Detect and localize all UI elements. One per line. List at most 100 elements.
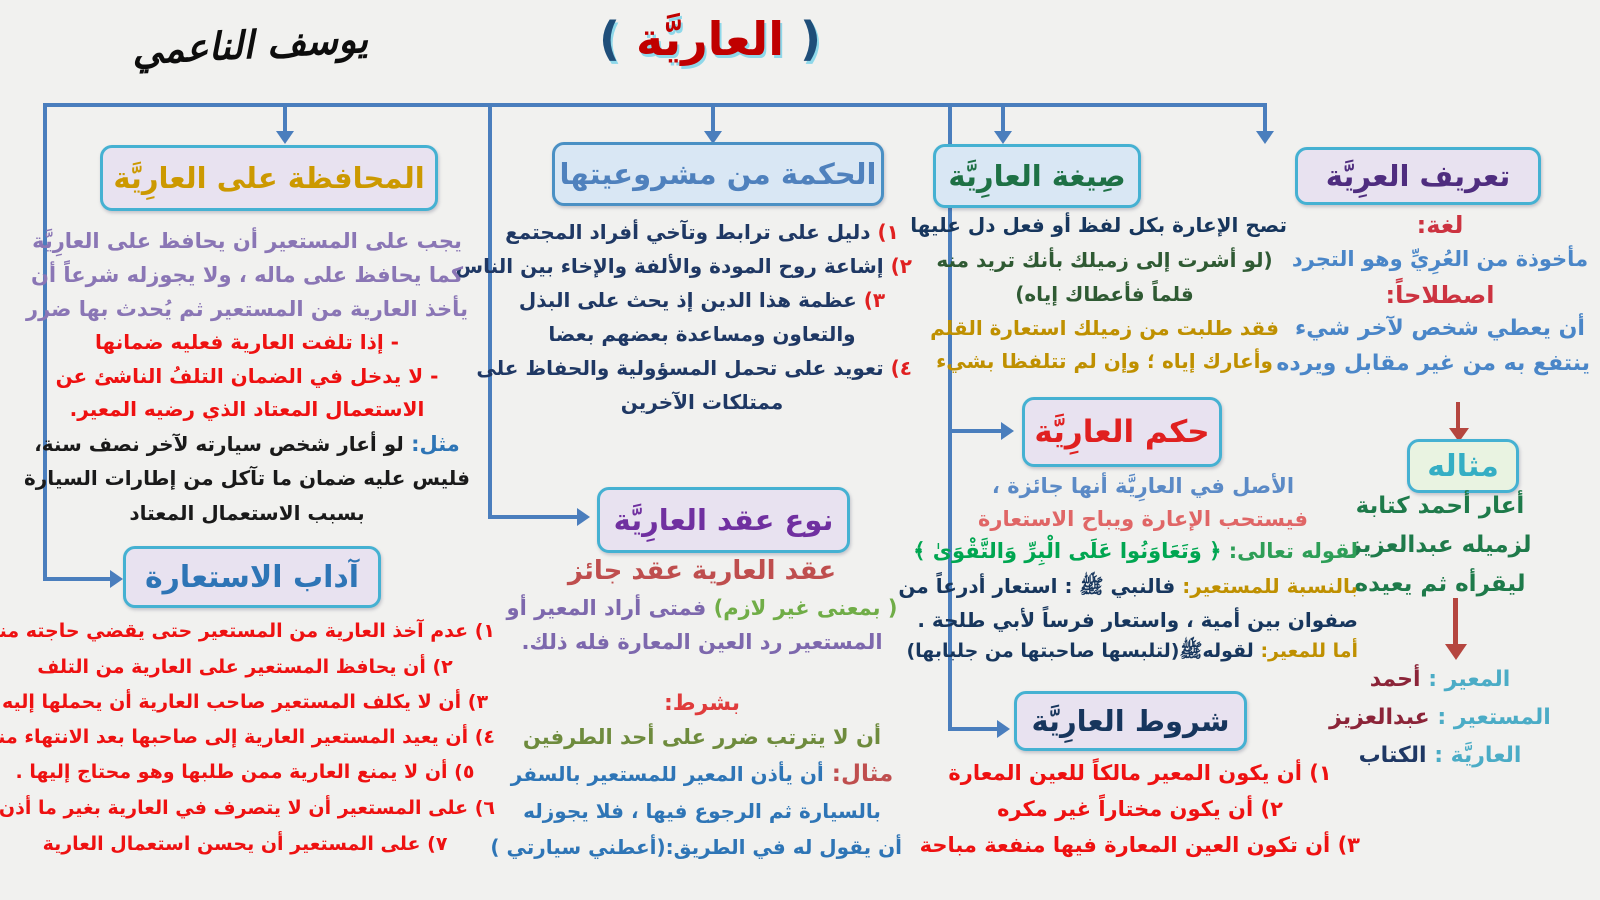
hikma-num-3: ٣): [856, 288, 886, 312]
role-mustaeer-value: عبدالعزيز: [1329, 705, 1430, 730]
hukm-line1: الأصل في العارِيَّة أنها جائزة ،: [991, 474, 1295, 498]
box-muhafaza: المحافظة على العارِيَّة: [100, 145, 438, 211]
title-word: العاريَّة: [636, 12, 784, 66]
quran-intro: لقوله تعالى:: [1221, 539, 1358, 563]
hikma-row-3: ٣) عظمة هذا الدين إذ يحث على البذل: [518, 288, 886, 312]
top-rail-line: [45, 103, 1267, 107]
elbow-shurut-line: [948, 727, 1000, 731]
arrow-right-hukm-icon: [1001, 422, 1014, 440]
adab-item-4: ٤) أن يعيد المستعير العارية إلى صاحبها ب…: [0, 726, 495, 748]
column-sigha: تصح الإعارة بكل لفظ أو فعل دل عليها (لو …: [910, 0, 1287, 460]
mueer-text: لقولهﷺ(لتلبسها صاحبتها من جلبابها): [906, 640, 1254, 662]
role-ariyya: العاريَّة : الكتاب: [1290, 742, 1590, 770]
title-paren-close: ): [598, 12, 637, 66]
istilah-line1: أن يعطي شخص لآخر شيء: [1295, 316, 1585, 341]
muhafaza-r3: الاستعمال المعتاد الذي رضيه المعير.: [69, 397, 425, 421]
midright-rail-line: [948, 103, 952, 731]
role-mustaeer: المستعير : عبدالعزيز: [1290, 704, 1590, 732]
role-ariyya-label: العاريَّة :: [1434, 743, 1522, 768]
naw-mithal-line3: أن يقول له في الطريق:(أعطني سيارتي ): [490, 835, 902, 859]
hikma-row-4: والتعاون ومساعدة بعضهم بعضا: [548, 322, 856, 346]
box-sigha: صِيغة العارِيَّة: [933, 144, 1141, 208]
arrow-right-shurut-icon: [997, 720, 1010, 738]
box-adab-title: آداب الاستعارة: [144, 559, 360, 595]
example-line3: ليقرأه ثم يعيده: [1354, 571, 1526, 597]
box-shurut: شروط العارِيَّة: [1014, 691, 1247, 751]
box-hikma-title: الحكمة من مشروعيتها: [559, 157, 877, 191]
naw-shart: أن لا يترتب ضرر على أحد الطرفين: [522, 725, 882, 749]
sigha-line5: وأعارك إياه ؛ وإن لم تتلفظا بشيء: [936, 349, 1273, 373]
muhafaza-p1: يجب على المستعير أن يحافظ على العارِيَّة: [32, 229, 462, 253]
red-arrow-roles-line: [1453, 598, 1458, 646]
hikma-row-5: ٤) تعويد على تحمل المسؤولية والحفاظ على: [476, 356, 912, 380]
naw-mithal-label: مثال:: [823, 761, 894, 787]
muhafaza-mithl-label: مثل:: [403, 432, 460, 456]
mustaeer-text: فالنبي ﷺ : استعار أدرعاً من: [898, 574, 1176, 598]
page-title: ( العاريَّة ): [500, 12, 920, 66]
column-hikma: ١) دليل على ترابط وتآخي أفراد المجتمع ٢)…: [455, 0, 912, 460]
elbow-hukm-line: [948, 429, 1004, 433]
arrow-right-adab-icon: [110, 570, 123, 588]
mustaeer-label: بالنسبة للمستعير:: [1182, 574, 1358, 598]
hukm-line2: فيستحب الإعارة ويباح الاستعارة: [978, 507, 1308, 531]
red-arrow-roles-icon: [1445, 644, 1467, 660]
midleft-rail-line: [488, 103, 492, 519]
column-muhafaza: يجب على المستعير أن يحافظ على العارِيَّة…: [22, 0, 472, 540]
muhafaza-r2: - لا يدخل في الضمان التلفُ الناشئ عن: [55, 364, 439, 388]
drop-sigha-line: [1001, 103, 1005, 133]
hukm-mueer-line: أما للمعير: لقولهﷺ(لتلبسها صاحبتها من جل…: [906, 640, 1358, 664]
elbow-naw-line: [488, 515, 580, 519]
muhafaza-mithl-line2: فليس عليه ضمان ما تآكل من إطارات السيارة: [23, 466, 471, 490]
hukm-line5: صفوان بين أمية ، واستعار فرساً لأبي طلحة…: [917, 608, 1358, 632]
hikma-num-4: ٤): [883, 356, 912, 380]
naw-mithal-line2: بالسيارة ثم الرجوع فيها ، فلا يجوزله: [523, 799, 881, 823]
arrow-down-sigha-icon: [994, 131, 1012, 144]
hikma-row-2: ٢) إشاعة روح المودة والألفة والإخاء بين …: [455, 254, 912, 278]
adab-item-3: ٣) أن لا يكلف المستعير صاحب العارية أن ي…: [1, 691, 489, 713]
hikma-num-1: ١): [870, 220, 899, 244]
arrow-right-naw-icon: [577, 508, 590, 526]
role-mustaeer-label: المستعير :: [1437, 705, 1551, 730]
shurut-item-3: ٣) أن تكون العين المعارة فيها منفعة مباح…: [919, 833, 1360, 857]
muhafaza-mithl-line3: بسبب الاستعمال المعتاد: [129, 501, 365, 525]
drop-hikma-line: [711, 103, 715, 133]
title-paren-open: (: [783, 12, 822, 66]
adab-item-2: ٢) أن يحافظ المستعير على العارية من التل…: [37, 656, 453, 678]
adab-item-1: ١) عدم آخذ العارية من المستعير حتى يقضي …: [0, 620, 495, 642]
naw-line3: المستعير رد العين المعارة فله ذلك.: [521, 630, 883, 654]
adab-item-6: ٦) على المستعير أن لا يتصرف في العارية ب…: [0, 797, 495, 819]
sigha-line4: فقد طلبت من زميلك استعارة القلم: [930, 316, 1279, 340]
adab-item-7: ٧) على المستعير أن يحسن استعمال العارية: [42, 833, 448, 855]
muhafaza-r1: - إذا تلفت العارية فعليه ضمانها: [95, 330, 399, 354]
column-definition: لغة: مأخوذة من العُرِيِّ وهو التجرد اصطل…: [1276, 0, 1590, 900]
box-tarif-title: تعريف العرِيَّة: [1325, 159, 1511, 193]
arrow-down-tarif-icon: [1256, 131, 1274, 144]
box-muhafaza-title: المحافظة على العارِيَّة: [113, 161, 425, 195]
elbow-adab-line: [43, 577, 113, 581]
box-mithal-title: مثاله: [1427, 448, 1499, 484]
sigha-line3: قلماً فأعطاك إياه): [1015, 282, 1194, 306]
adab-item-5: ٥) أن لا يمنع العارية ممن طلبها وهو محتا…: [15, 761, 475, 783]
column-hukm: الأصل في العارِيَّة أنها جائزة ، فيستحب …: [898, 0, 1358, 680]
role-ariyya-value: الكتاب: [1358, 743, 1427, 768]
hukm-mustaeer-line: بالنسبة للمستعير: فالنبي ﷺ : استعار أدرع…: [898, 574, 1358, 599]
istilah-line2: ينتفع به من غير مقابل ويرده: [1276, 351, 1590, 376]
quran-verse: ﴿ وَتَعَاوَنُوا عَلَى الْبِرِّ وَالتَّقْ…: [913, 539, 1222, 563]
shurut-item-2: ٢) أن يكون مختاراً غير مكره: [997, 797, 1283, 821]
hikma-row-6: ممتلكات الآخرين: [620, 390, 784, 414]
red-arrow-example-line: [1456, 402, 1460, 430]
hukm-quran-line: لقوله تعالى: ﴿ وَتَعَاوَنُوا عَلَى الْبِ…: [913, 538, 1358, 564]
role-mueer-label: المعير :: [1428, 667, 1511, 692]
naw-line2-green: ( بمعنى غير لازم): [713, 596, 898, 620]
lugha-text: مأخوذة من العُرِيِّ وهو التجرد: [1291, 247, 1589, 271]
drop-tarif-line: [1263, 103, 1267, 133]
naw-bishart: بشرط:: [664, 691, 740, 716]
muhafaza-p2: كما يحافظ على ماله ، ولا يجوزله شرعاً أن: [30, 263, 464, 287]
red-arrow-example-icon: [1449, 428, 1469, 442]
arrow-down-hikma-icon: [704, 131, 722, 144]
box-mithal: مثاله: [1407, 439, 1519, 493]
muhafaza-mithl-line1: مثل: لو أعار شخص سيارته لآخر نصف سنة،: [34, 432, 460, 456]
role-mueer-value: أحمد: [1369, 667, 1421, 692]
box-hukm-title: حكم العارِيَّة: [1034, 414, 1210, 450]
